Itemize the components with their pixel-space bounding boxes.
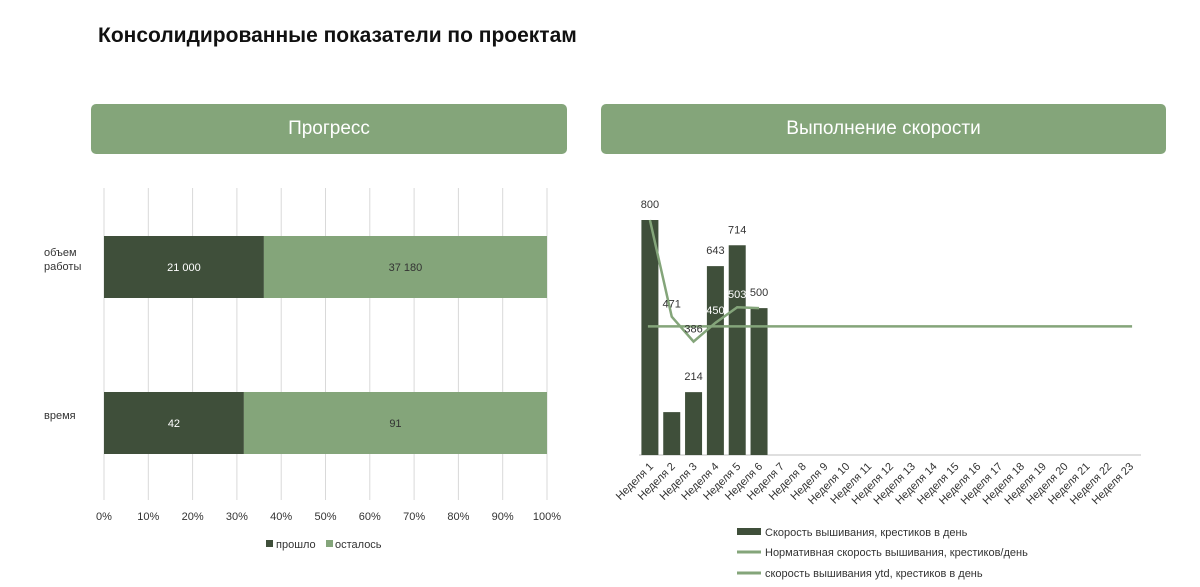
bar-data-label: 214 bbox=[684, 371, 702, 383]
speed-bar bbox=[706, 266, 724, 455]
legend-label: прошло bbox=[276, 539, 316, 551]
line-data-label: 471 bbox=[663, 299, 681, 311]
x-tick-label: 30% bbox=[226, 511, 248, 523]
bar-segment-remaining bbox=[243, 392, 548, 454]
bar-data-label: 714 bbox=[728, 224, 746, 236]
legend-swatch-bars bbox=[737, 528, 761, 535]
category-label: работы bbox=[44, 261, 81, 273]
legend-swatch-passed bbox=[266, 540, 273, 547]
x-tick-label: 60% bbox=[359, 511, 381, 523]
data-label: 37 180 bbox=[389, 262, 423, 274]
line-data-label: 450 bbox=[706, 305, 724, 317]
speed-bar bbox=[728, 245, 746, 455]
legend-label: Скорость вышивания, крестиков в день bbox=[765, 527, 968, 539]
bar-segment-remaining bbox=[263, 236, 547, 298]
x-tick-label: 80% bbox=[447, 511, 469, 523]
speed-panel-header: Выполнение скорости bbox=[601, 104, 1166, 154]
legend-swatch-remaining bbox=[326, 540, 333, 547]
legend-label: Нормативная скорость вышивания, крестико… bbox=[765, 547, 1028, 559]
data-label: 42 bbox=[168, 418, 180, 430]
ytd-speed-line bbox=[648, 219, 760, 344]
line-data-label: 503 bbox=[728, 289, 746, 301]
category-label: время bbox=[44, 410, 76, 422]
bar-segment-passed bbox=[104, 392, 244, 454]
data-label: 21 000 bbox=[167, 262, 201, 274]
x-tick-label: 70% bbox=[403, 511, 425, 523]
x-tick-label: 100% bbox=[533, 511, 561, 523]
line-data-label: 386 bbox=[684, 324, 702, 336]
bar-data-label: 500 bbox=[750, 287, 768, 299]
bar-data-label: 643 bbox=[706, 245, 724, 257]
bar-segment-passed bbox=[104, 236, 264, 298]
legend-label: скорость вышивания ytd, крестиков в день bbox=[765, 568, 983, 580]
x-tick-label: 40% bbox=[270, 511, 292, 523]
x-tick-label: 90% bbox=[492, 511, 514, 523]
page-title: Консолидированные показатели по проектам bbox=[98, 24, 577, 47]
category-label: объем bbox=[44, 247, 77, 259]
speed-bar bbox=[641, 220, 659, 455]
x-tick-label: 0% bbox=[96, 511, 112, 523]
legend-label: осталось bbox=[335, 539, 382, 551]
data-label: 91 bbox=[389, 418, 401, 430]
speed-bar bbox=[663, 412, 681, 455]
x-tick-label: 20% bbox=[182, 511, 204, 523]
x-tick-label: 10% bbox=[137, 511, 159, 523]
bar-data-label: 800 bbox=[641, 199, 659, 211]
speed-bar bbox=[685, 392, 703, 455]
x-tick-label: 50% bbox=[314, 511, 336, 523]
speed-bar bbox=[750, 308, 768, 455]
progress-panel-header: Прогресс bbox=[91, 104, 567, 154]
